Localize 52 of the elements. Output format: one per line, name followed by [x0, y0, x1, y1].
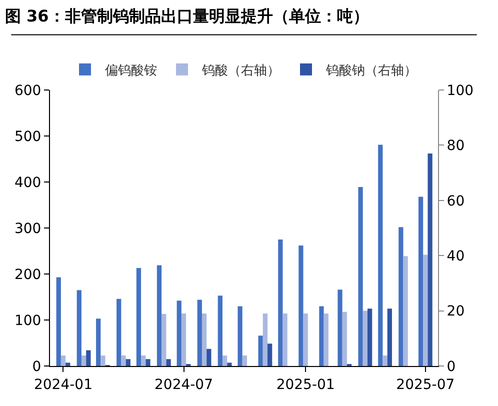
y2-tick-label: 80: [446, 138, 465, 154]
bar: [428, 153, 432, 366]
y-tick-label: 100: [14, 312, 42, 329]
bar: [116, 298, 122, 366]
bar: [362, 310, 368, 366]
legend-label: 钨酸（右轴）: [201, 64, 280, 78]
bar: [387, 308, 392, 366]
bar: [146, 359, 150, 366]
y-tick-label: 500: [14, 128, 42, 145]
bar: [382, 356, 388, 366]
legend-label: 钨酸钠（右轴）: [325, 64, 417, 78]
bar: [136, 268, 142, 366]
bar: [66, 362, 70, 366]
bar: [60, 356, 66, 366]
bar: [86, 350, 91, 366]
y2-tick-label: 0: [446, 358, 456, 375]
bar: [227, 362, 232, 366]
bar: [378, 144, 383, 366]
bar: [218, 296, 222, 366]
bar: [206, 348, 212, 366]
bar: [166, 359, 171, 366]
bar: [141, 356, 146, 366]
bar: [222, 356, 228, 366]
bar: [238, 306, 242, 366]
y-tick-label: 400: [14, 174, 42, 191]
legend-label: 偏钨酸铵: [105, 64, 157, 78]
bar: [298, 245, 304, 366]
bar: [96, 318, 101, 366]
x-tick-label: 2025-01: [276, 376, 335, 393]
bar: [121, 356, 126, 366]
y-tick-label: 300: [14, 220, 42, 237]
bar: [268, 344, 272, 366]
x-tick-label: 2025-07: [396, 376, 455, 393]
bar: [278, 240, 283, 366]
y-tick-label: 200: [14, 266, 42, 283]
x-tick-label: 2024-07: [154, 376, 213, 393]
y-tick-label: 600: [14, 82, 42, 99]
y2-tick-label: 100: [446, 82, 474, 99]
bar: [100, 356, 106, 366]
bar: [76, 290, 82, 366]
y2-tick-label: 20: [446, 304, 465, 320]
y2-tick-label: 40: [446, 248, 465, 264]
y2-tick-label: 60: [446, 193, 465, 210]
bar: [81, 356, 86, 366]
bar: [367, 308, 372, 366]
bar: [242, 356, 247, 366]
chart-title: 图 36：非管制钨制品出口量明显提升（单位：吨）: [4, 6, 369, 26]
bar: [358, 187, 363, 366]
x-tick-label: 2024-01: [34, 376, 92, 393]
y-tick-label: 0: [32, 358, 42, 375]
bar: [56, 277, 61, 366]
bar: [126, 359, 130, 366]
